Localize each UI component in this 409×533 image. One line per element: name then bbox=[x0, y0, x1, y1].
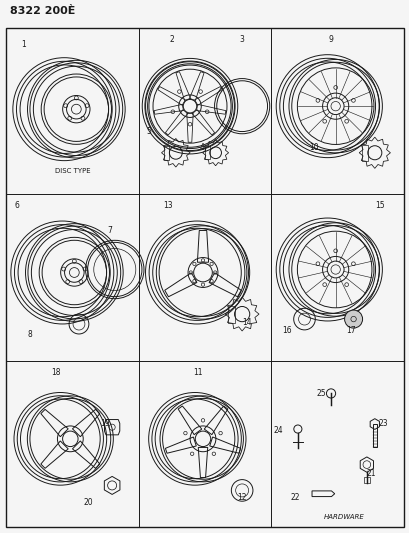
Text: 4: 4 bbox=[200, 143, 204, 152]
Text: 1: 1 bbox=[21, 40, 25, 49]
Text: 3: 3 bbox=[239, 35, 244, 44]
Text: 2: 2 bbox=[169, 35, 174, 44]
Bar bbox=[204, 146, 209, 159]
Text: 24: 24 bbox=[272, 426, 282, 435]
Text: DISC TYPE: DISC TYPE bbox=[54, 168, 90, 174]
Text: 23: 23 bbox=[378, 419, 387, 429]
Text: 5: 5 bbox=[146, 127, 151, 135]
Text: 8322 200È: 8322 200È bbox=[10, 6, 75, 16]
Text: 6: 6 bbox=[14, 201, 19, 211]
Text: 22: 22 bbox=[290, 492, 299, 502]
Text: HARDWARE: HARDWARE bbox=[323, 514, 364, 520]
Text: 10: 10 bbox=[308, 143, 318, 152]
Bar bbox=[227, 305, 234, 322]
Text: 15: 15 bbox=[374, 201, 384, 211]
Text: 21: 21 bbox=[365, 469, 375, 478]
Text: 19: 19 bbox=[101, 419, 110, 429]
Bar bbox=[361, 145, 367, 160]
Text: 11: 11 bbox=[193, 368, 202, 377]
Text: 7: 7 bbox=[107, 227, 112, 236]
Text: 14: 14 bbox=[242, 318, 252, 327]
Text: 25: 25 bbox=[316, 390, 326, 399]
Circle shape bbox=[344, 310, 362, 328]
Bar bbox=[363, 477, 369, 483]
Bar bbox=[372, 424, 376, 447]
Text: 12: 12 bbox=[237, 492, 246, 502]
Text: 13: 13 bbox=[163, 201, 172, 211]
Text: 9: 9 bbox=[328, 35, 333, 44]
Bar bbox=[163, 146, 169, 160]
Text: 16: 16 bbox=[282, 326, 291, 335]
Text: 18: 18 bbox=[52, 368, 61, 377]
Text: 17: 17 bbox=[345, 326, 355, 335]
Text: 20: 20 bbox=[83, 497, 93, 506]
Text: 8: 8 bbox=[27, 329, 32, 338]
